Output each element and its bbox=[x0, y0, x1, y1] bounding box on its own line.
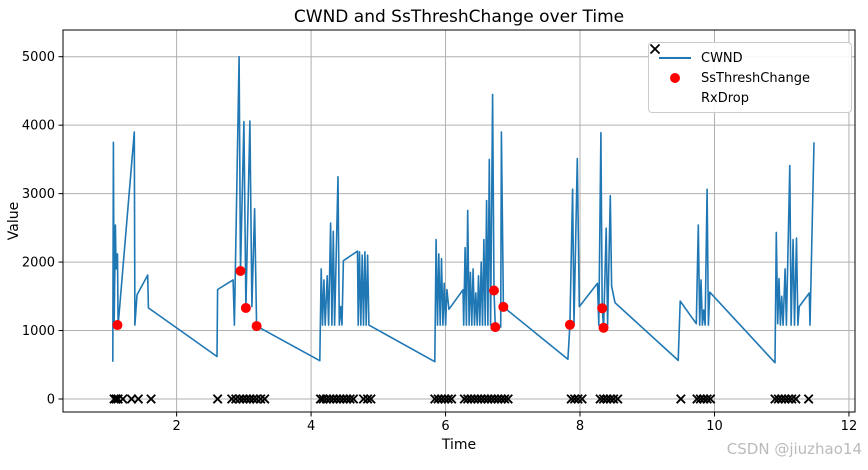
cwnd-line-sample-icon bbox=[658, 57, 692, 59]
legend: CWND SsThreshChange RxDrop bbox=[648, 42, 852, 113]
svg-text:4: 4 bbox=[307, 419, 315, 434]
legend-label-ssthreshchange: SsThreshChange bbox=[701, 70, 811, 86]
chart-title: CWND and SsThreshChange over Time bbox=[293, 7, 625, 27]
svg-text:12: 12 bbox=[841, 419, 858, 434]
svg-text:10: 10 bbox=[706, 419, 723, 434]
tick-labels: 2 4 6 8 10 12 0 1000 2000 3000 4000 5000 bbox=[22, 50, 857, 434]
svg-text:3000: 3000 bbox=[22, 187, 55, 202]
legend-label-rxdrop: RxDrop bbox=[701, 90, 750, 106]
svg-text:2: 2 bbox=[172, 419, 180, 434]
y-axis-label: Value bbox=[6, 201, 22, 241]
legend-item-ssthreshchange: SsThreshChange bbox=[649, 68, 851, 88]
svg-text:8: 8 bbox=[576, 419, 584, 434]
legend-item-rxdrop: RxDrop bbox=[649, 43, 851, 108]
x-axis-label: Time bbox=[441, 437, 477, 453]
svg-text:1000: 1000 bbox=[22, 324, 55, 339]
ssthresh-dot-sample-icon bbox=[658, 73, 692, 83]
rxdrop-markers bbox=[109, 394, 814, 404]
ssthresh-change-markers bbox=[112, 265, 609, 333]
watermark: CSDN @jiuzhao14 bbox=[726, 440, 862, 458]
svg-text:5000: 5000 bbox=[22, 50, 55, 65]
svg-text:2000: 2000 bbox=[22, 256, 55, 271]
svg-text:0: 0 bbox=[47, 392, 55, 407]
legend-item-cwnd: CWND bbox=[649, 48, 851, 68]
axes-frame bbox=[58, 29, 856, 417]
cwnd-line-series bbox=[112, 55, 815, 364]
svg-text:6: 6 bbox=[441, 419, 449, 434]
svg-text:4000: 4000 bbox=[22, 119, 55, 134]
legend-label-cwnd: CWND bbox=[701, 50, 743, 66]
